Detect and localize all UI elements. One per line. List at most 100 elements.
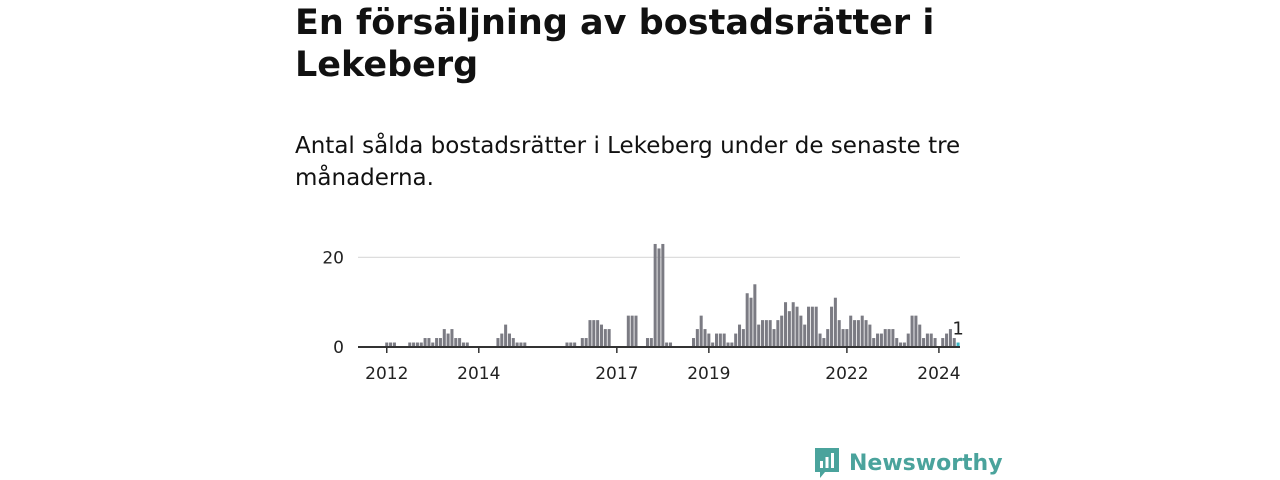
bar [427,338,431,347]
bar [442,329,446,347]
x-tick-label: 2019 [687,364,730,380]
bar [776,320,780,347]
bar [876,333,880,347]
bar [768,320,772,347]
x-tick-label: 2012 [365,364,408,380]
bar [860,315,864,347]
y-tick-label: 0 [333,338,344,358]
bar [496,338,500,347]
chart-title: En försäljning av bostadsrätter i Lekebe… [295,3,935,85]
bar [657,248,661,347]
bar [818,333,822,347]
x-tick-label: 2017 [595,364,638,380]
bar [707,333,711,347]
bar [879,333,883,347]
bar [668,342,673,347]
bar [799,315,803,347]
bar [899,342,903,347]
bar [830,306,834,347]
bar [883,329,887,347]
bar [826,329,830,347]
bar [599,324,603,347]
bar-chart: 0 20 2012 2014 2017 2019 2022 2024 1 [322,243,964,380]
axes [358,346,960,353]
bar [945,333,949,347]
bar [435,338,439,347]
bar [853,320,857,347]
bar [784,302,788,347]
bar [389,342,393,347]
bar [645,338,650,347]
bar [833,297,837,347]
bar [523,342,527,347]
bars [385,243,960,347]
brand-logo: Newsworthy [813,446,1003,480]
bar [511,338,515,347]
bar [596,320,600,347]
x-tick-label: 2024 [917,364,960,380]
data-label: 1 [952,319,963,340]
bar [461,342,465,347]
bar [569,342,573,347]
bar [446,333,450,347]
bar [814,306,818,347]
bar [822,338,826,347]
bar [699,315,703,347]
newsworthy-logo-icon [815,448,839,478]
bar [711,342,715,347]
x-tick-label: 2022 [825,364,868,380]
bar [392,342,396,347]
bar [718,333,722,347]
bar [634,315,638,347]
bar [841,329,845,347]
bar [837,320,841,347]
bar [465,342,469,347]
bar [653,243,657,347]
bar [872,338,876,347]
bar [519,342,523,347]
bar [665,342,669,347]
bar [573,342,577,347]
bar [603,329,607,347]
bar [929,333,933,347]
bar [902,342,906,347]
bar [584,338,588,347]
bar [895,338,899,347]
bar [807,306,811,347]
bar [565,342,569,347]
bar [757,324,761,347]
bar [753,284,757,347]
bar [738,324,742,347]
bar [918,324,922,347]
bar [956,342,960,347]
bar [415,342,419,347]
bar [856,320,860,347]
bar [500,333,504,347]
bar [772,329,776,347]
bar [592,320,596,347]
bar [864,320,868,347]
bar [588,320,592,347]
bar [408,342,412,347]
brand-name: Newsworthy [849,450,1003,476]
bar [925,333,929,347]
bar [703,329,707,347]
bar [933,338,937,347]
bar [764,320,768,347]
bar [803,324,807,347]
bar [868,324,872,347]
bar [780,315,784,347]
bar [726,342,730,347]
bar [906,333,910,347]
bar [891,329,895,347]
bar [438,338,442,347]
bar [691,338,696,347]
bar [626,315,630,347]
bar [810,306,814,347]
tick-labels: 0 20 2012 2014 2017 2019 2022 2024 1 [322,248,963,380]
bar [385,342,389,347]
bar [607,329,611,347]
bar [630,315,634,347]
bar [845,329,849,347]
bar [914,315,918,347]
